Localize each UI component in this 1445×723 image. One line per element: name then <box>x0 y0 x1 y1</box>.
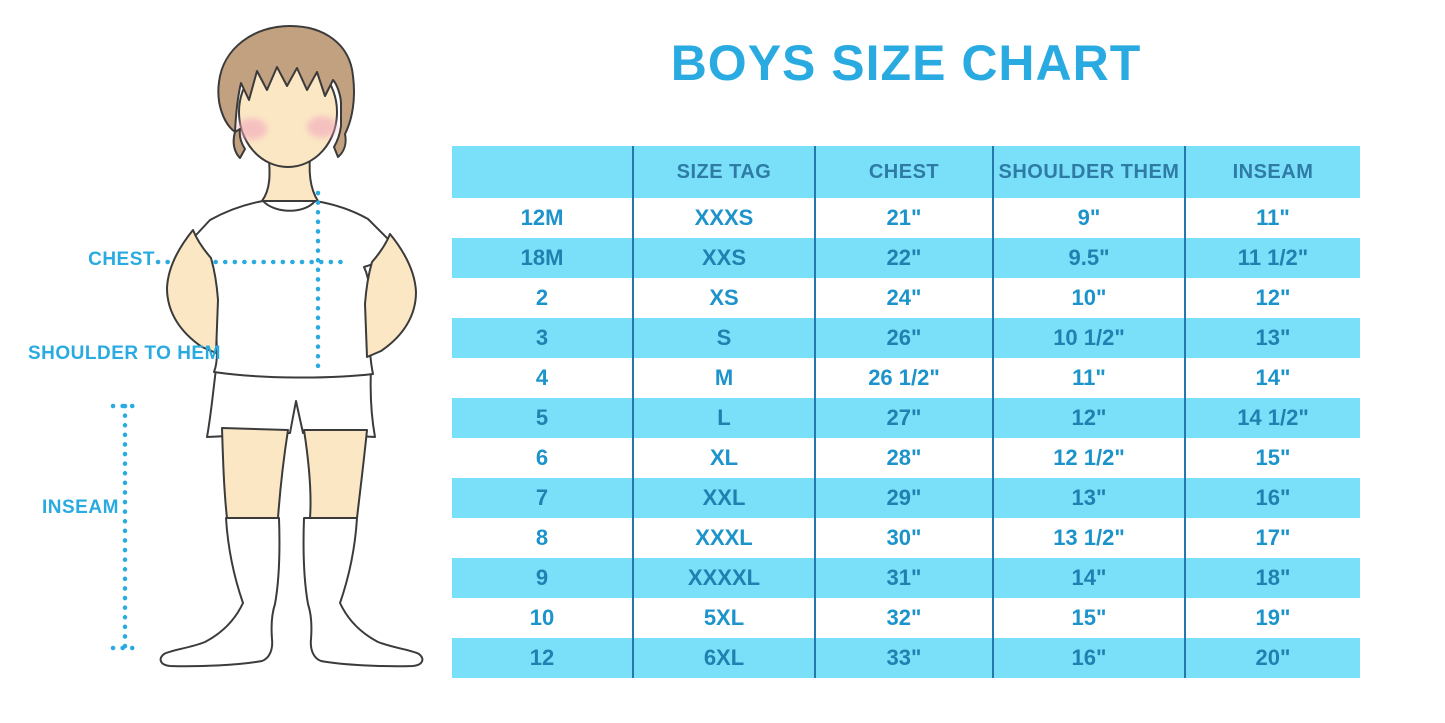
table-cell: 12 <box>452 638 634 678</box>
column-header: SHOULDER THEM <box>993 146 1186 198</box>
table-row: 12M XXXS 21" 9" 11" <box>452 198 1360 238</box>
table-cell: 4 <box>452 358 634 398</box>
table-cell: 19" <box>1255 605 1291 630</box>
table-cell: M <box>633 358 816 398</box>
table-row: 12 6XL 33" 16" 20" <box>452 638 1360 678</box>
table-cell: 9" <box>993 198 1186 238</box>
table-row: 9 XXXXL 31" 14" 18" <box>452 558 1360 598</box>
table-cell: 8 <box>452 518 634 558</box>
table-cell: 15" <box>1255 445 1291 470</box>
table-cell: 24" <box>815 278 994 318</box>
table-cell: 26 1/2" <box>815 358 994 398</box>
page-title: BOYS SIZE CHART <box>670 35 1142 91</box>
boy-left-arm <box>166 229 219 354</box>
table-cell: 9.5" <box>993 238 1186 278</box>
table-row: 6 XL 28" 12 1/2" 15" <box>452 438 1360 478</box>
table-cell: L <box>633 398 816 438</box>
table-cell: 31" <box>815 558 994 598</box>
table-cell: 30" <box>815 518 994 558</box>
table-cell: 7 <box>452 478 634 518</box>
column-header: CHEST <box>815 146 994 198</box>
table-row: 4 M 26 1/2" 11" 14" <box>452 358 1360 398</box>
table-row: 2 XS 24" 10" 12" <box>452 278 1360 318</box>
table-cell: 32" <box>815 598 994 638</box>
table-cell: 27" <box>815 398 994 438</box>
table-cell: 3 <box>452 318 634 358</box>
table-row: 3 S 26" 10 1/2" 13" <box>452 318 1360 358</box>
column-header <box>452 146 634 198</box>
table-cell: S <box>633 318 816 358</box>
column-header: INSEAM <box>1185 146 1360 198</box>
table-cell: 26" <box>815 318 994 358</box>
table-cell: 13" <box>993 478 1186 518</box>
table-cell: 16" <box>993 638 1186 678</box>
table-row: 18M XXS 22" 9.5" 11 1/2" <box>452 238 1360 278</box>
table-cell: 6 <box>452 438 634 478</box>
table-cell: 12M <box>452 198 634 238</box>
table-cell: 5XL <box>633 598 816 638</box>
table-cell: 11" <box>1256 205 1290 230</box>
chest-label: CHEST <box>88 249 155 270</box>
table-row: 5 L 27" 12" 14 1/2" <box>452 398 1360 438</box>
table-cell: XS <box>633 278 816 318</box>
table-cell: XXXS <box>633 198 816 238</box>
size-table-header: SIZE TAG CHEST SHOULDER THEM INSEAM <box>452 146 1360 198</box>
table-cell: 20" <box>1185 638 1360 678</box>
table-cell: 17" <box>1255 525 1291 550</box>
table-cell: 16" <box>1185 478 1360 518</box>
header-row: SIZE TAG CHEST SHOULDER THEM INSEAM <box>452 146 1360 198</box>
table-cell: 15" <box>993 598 1186 638</box>
table-cell: 13" <box>1185 318 1360 358</box>
table-row: 7 XXL 29" 13" 16" <box>452 478 1360 518</box>
table-cell: 29" <box>815 478 994 518</box>
table-cell: XXL <box>633 478 816 518</box>
boy-right-blush <box>307 116 337 138</box>
table-cell: 10 <box>452 598 634 638</box>
boy-right-arm <box>364 233 417 358</box>
table-row: 10 5XL 32" 15" 19" <box>452 598 1360 638</box>
boy-right-sock <box>302 517 424 668</box>
table-cell: 12 1/2" <box>993 438 1186 478</box>
table-cell: 12" <box>993 398 1186 438</box>
table-cell: 2 <box>452 278 634 318</box>
boy-left-blush <box>237 118 267 140</box>
table-cell: 11" <box>993 358 1186 398</box>
table-cell: 10 1/2" <box>993 318 1186 358</box>
table-cell: 10" <box>993 278 1186 318</box>
boy-left-leg <box>221 427 289 519</box>
table-cell: 9 <box>452 558 634 598</box>
table-cell: 18" <box>1185 558 1360 598</box>
table-cell: 13 1/2" <box>993 518 1186 558</box>
table-cell: 33" <box>815 638 994 678</box>
inseam-label: INSEAM <box>42 497 119 518</box>
boy-shorts <box>206 368 376 438</box>
table-cell: XXS <box>633 238 816 278</box>
size-table-body: 12M XXXS 21" 9" 11" 18M XXS 22" 9.5" 11 1/2" 2 XS 24… <box>452 198 1360 678</box>
table-cell: 28" <box>815 438 994 478</box>
table-cell: 14" <box>1255 365 1291 390</box>
table-cell: 5 <box>452 398 634 438</box>
table-cell: 12" <box>1255 285 1291 310</box>
shoulder-to-hem-label: SHOULDER TO HEM <box>28 343 221 364</box>
table-cell: 6XL <box>633 638 816 678</box>
boy-hair <box>217 25 355 159</box>
table-row: 8 XXXL 30" 13 1/2" 17" <box>452 518 1360 558</box>
table-cell: 21" <box>815 198 994 238</box>
table-cell: 14" <box>993 558 1186 598</box>
table-cell: XL <box>633 438 816 478</box>
table-cell: XXXXL <box>633 558 816 598</box>
table-cell: 11 1/2" <box>1185 238 1360 278</box>
boy-right-leg <box>303 429 368 519</box>
size-table: SIZE TAG CHEST SHOULDER THEM INSEAM 12M XXXS… <box>452 146 1360 678</box>
table-cell: 22" <box>815 238 994 278</box>
boy-figure-illustration <box>110 25 424 668</box>
table-cell: XXXL <box>633 518 816 558</box>
table-cell: 14 1/2" <box>1185 398 1360 438</box>
table-cell: 18M <box>452 238 634 278</box>
column-header: SIZE TAG <box>633 146 816 198</box>
boy-left-sock <box>159 517 281 668</box>
